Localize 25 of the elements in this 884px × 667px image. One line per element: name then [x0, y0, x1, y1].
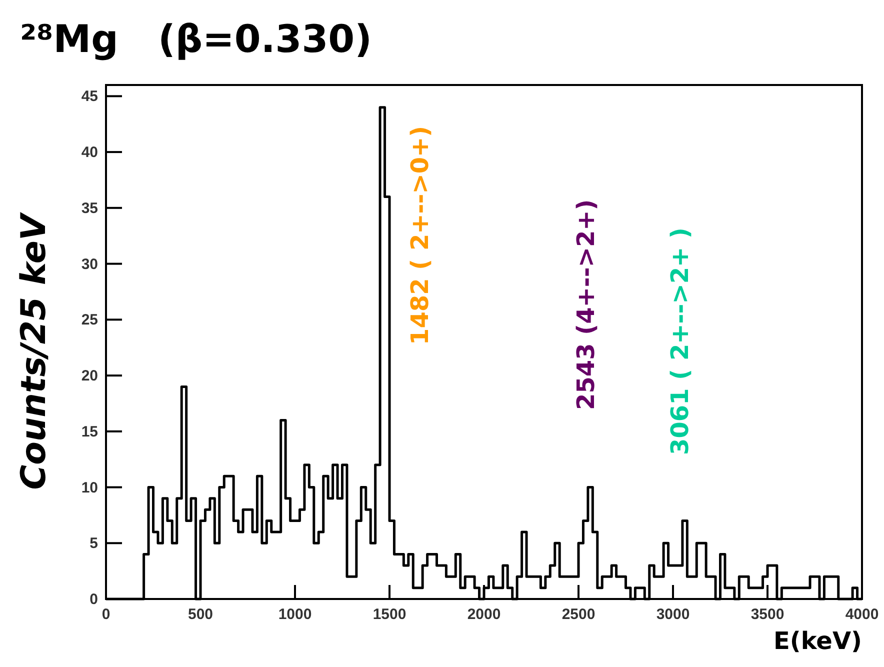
x-tick-label: 4000	[845, 606, 879, 623]
chart-title: ²⁸Mg (β=0.330)	[20, 17, 372, 61]
x-tick-label: 500	[188, 606, 214, 623]
y-tick-label: 5	[90, 535, 98, 552]
y-tick-label: 40	[81, 144, 98, 162]
y-tick-label: 35	[81, 200, 98, 217]
x-tick-label: 3000	[656, 606, 690, 623]
x-tick-label: 3500	[750, 606, 784, 623]
y-tick-label: 25	[81, 312, 98, 329]
y-tick-label: 30	[81, 256, 98, 273]
annotation: 3061 ( 2+-->2+ )	[666, 228, 694, 455]
x-tick-label: 2000	[467, 606, 501, 623]
annotation: 1482 ( 2+-->0+)	[406, 126, 434, 345]
y-tick-label: 0	[90, 591, 98, 608]
x-axis-title: E(keV)	[774, 627, 862, 655]
x-tick-label: 1500	[372, 606, 406, 623]
annotation: 2543 (4+-->2+)	[572, 199, 600, 410]
y-tick-label: 45	[81, 88, 98, 106]
y-axis-title: Counts/25 keV	[14, 212, 54, 490]
y-tick-label: 20	[81, 368, 98, 385]
y-tick-label: 10	[81, 479, 98, 496]
x-tick-label: 1000	[278, 606, 312, 623]
x-tick-label: 0	[102, 606, 110, 623]
y-tick-label: 15	[81, 423, 98, 440]
x-tick-label: 2500	[562, 606, 596, 623]
